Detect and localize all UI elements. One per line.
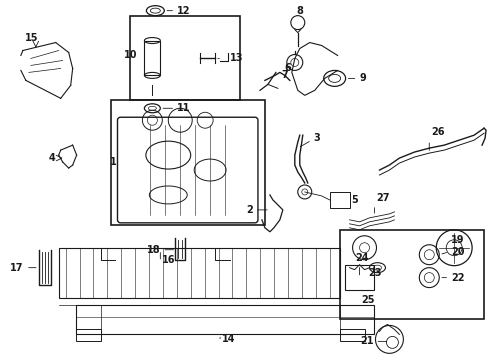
Text: 16: 16 [162, 255, 176, 265]
Bar [144, 41, 160, 75]
Bar [59, 248, 339, 298]
Text: 5: 5 [351, 195, 358, 205]
Text: 20: 20 [450, 247, 464, 257]
Text: 15: 15 [25, 32, 38, 42]
Text: 22: 22 [450, 273, 464, 283]
Text: 2: 2 [246, 205, 252, 215]
Bar [344, 265, 374, 289]
Bar [339, 230, 483, 319]
Text: 25: 25 [361, 294, 374, 305]
Text: 14: 14 [222, 334, 235, 345]
Bar [130, 15, 240, 100]
Text: 13: 13 [229, 54, 243, 63]
Bar [339, 329, 364, 341]
Text: 24: 24 [354, 253, 367, 263]
Text: 17: 17 [10, 263, 24, 273]
Text: 4: 4 [49, 153, 56, 163]
Text: 9: 9 [359, 73, 366, 84]
Bar [76, 329, 101, 341]
Text: 27: 27 [376, 193, 389, 203]
Bar [329, 192, 349, 208]
Text: 10: 10 [123, 50, 137, 60]
Bar [110, 100, 264, 225]
Text: 19: 19 [450, 235, 464, 245]
Text: 7: 7 [281, 71, 287, 80]
Text: 26: 26 [430, 127, 444, 137]
Text: 23: 23 [368, 267, 382, 278]
Bar [76, 305, 374, 334]
Text: 1: 1 [109, 157, 116, 167]
Text: 11: 11 [177, 103, 190, 113]
Text: 6: 6 [285, 63, 291, 73]
Text: 8: 8 [296, 6, 303, 15]
Text: 18: 18 [146, 245, 160, 255]
Text: 3: 3 [313, 133, 320, 143]
Text: 12: 12 [177, 6, 190, 15]
Text: 21: 21 [359, 336, 373, 346]
